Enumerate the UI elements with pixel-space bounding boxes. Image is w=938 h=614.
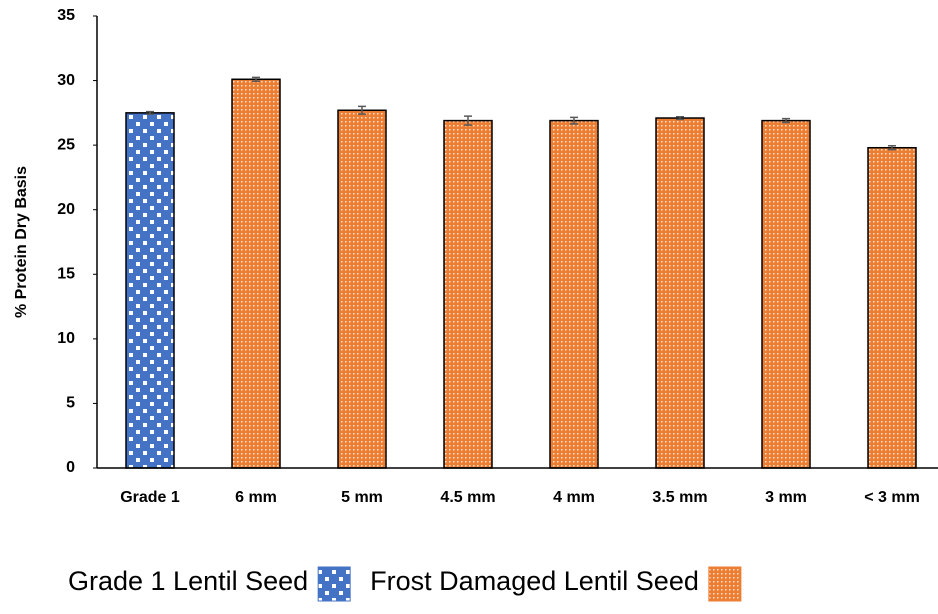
x-tick-label: 4.5 mm [440, 489, 495, 506]
x-tick-label: 4 mm [553, 489, 595, 506]
bar [867, 146, 917, 469]
error-bar [888, 145, 896, 151]
y-tick-label: 10 [57, 330, 75, 347]
error-bar [146, 110, 154, 115]
y-tick-label: 0 [66, 459, 75, 476]
bar [655, 117, 705, 469]
error-bar [570, 116, 578, 125]
error-bar [782, 117, 790, 124]
bar [549, 119, 599, 469]
error-bar [358, 105, 366, 115]
y-tick-label: 25 [57, 136, 75, 153]
x-tick-label: Grade 1 [120, 489, 180, 506]
error-bar [252, 76, 260, 82]
y-tick-label: 35 [57, 7, 75, 24]
x-tick-label: < 3 mm [864, 489, 920, 506]
legend-swatch [317, 566, 351, 602]
legend-label: Frost Damaged Lentil Seed [370, 566, 699, 596]
bar [231, 78, 281, 469]
x-tick-label: 6 mm [235, 489, 277, 506]
bar [761, 119, 811, 469]
y-tick-label: 30 [57, 72, 75, 89]
y-tick-label: 15 [57, 266, 75, 283]
legend-label: Grade 1 Lentil Seed [68, 566, 308, 596]
error-bar [676, 115, 684, 121]
bar [337, 109, 387, 469]
y-tick-label: 5 [66, 395, 75, 412]
error-bar [464, 115, 472, 126]
x-tick-label: 3 mm [765, 489, 807, 506]
x-tick-label: 5 mm [341, 489, 383, 506]
x-tick-label: 3.5 mm [652, 489, 707, 506]
y-tick-label: 20 [57, 201, 75, 218]
bar [125, 112, 175, 469]
y-axis-label: % Protein Dry Basis [13, 166, 30, 318]
legend-swatch [708, 566, 742, 602]
bar [443, 119, 493, 469]
